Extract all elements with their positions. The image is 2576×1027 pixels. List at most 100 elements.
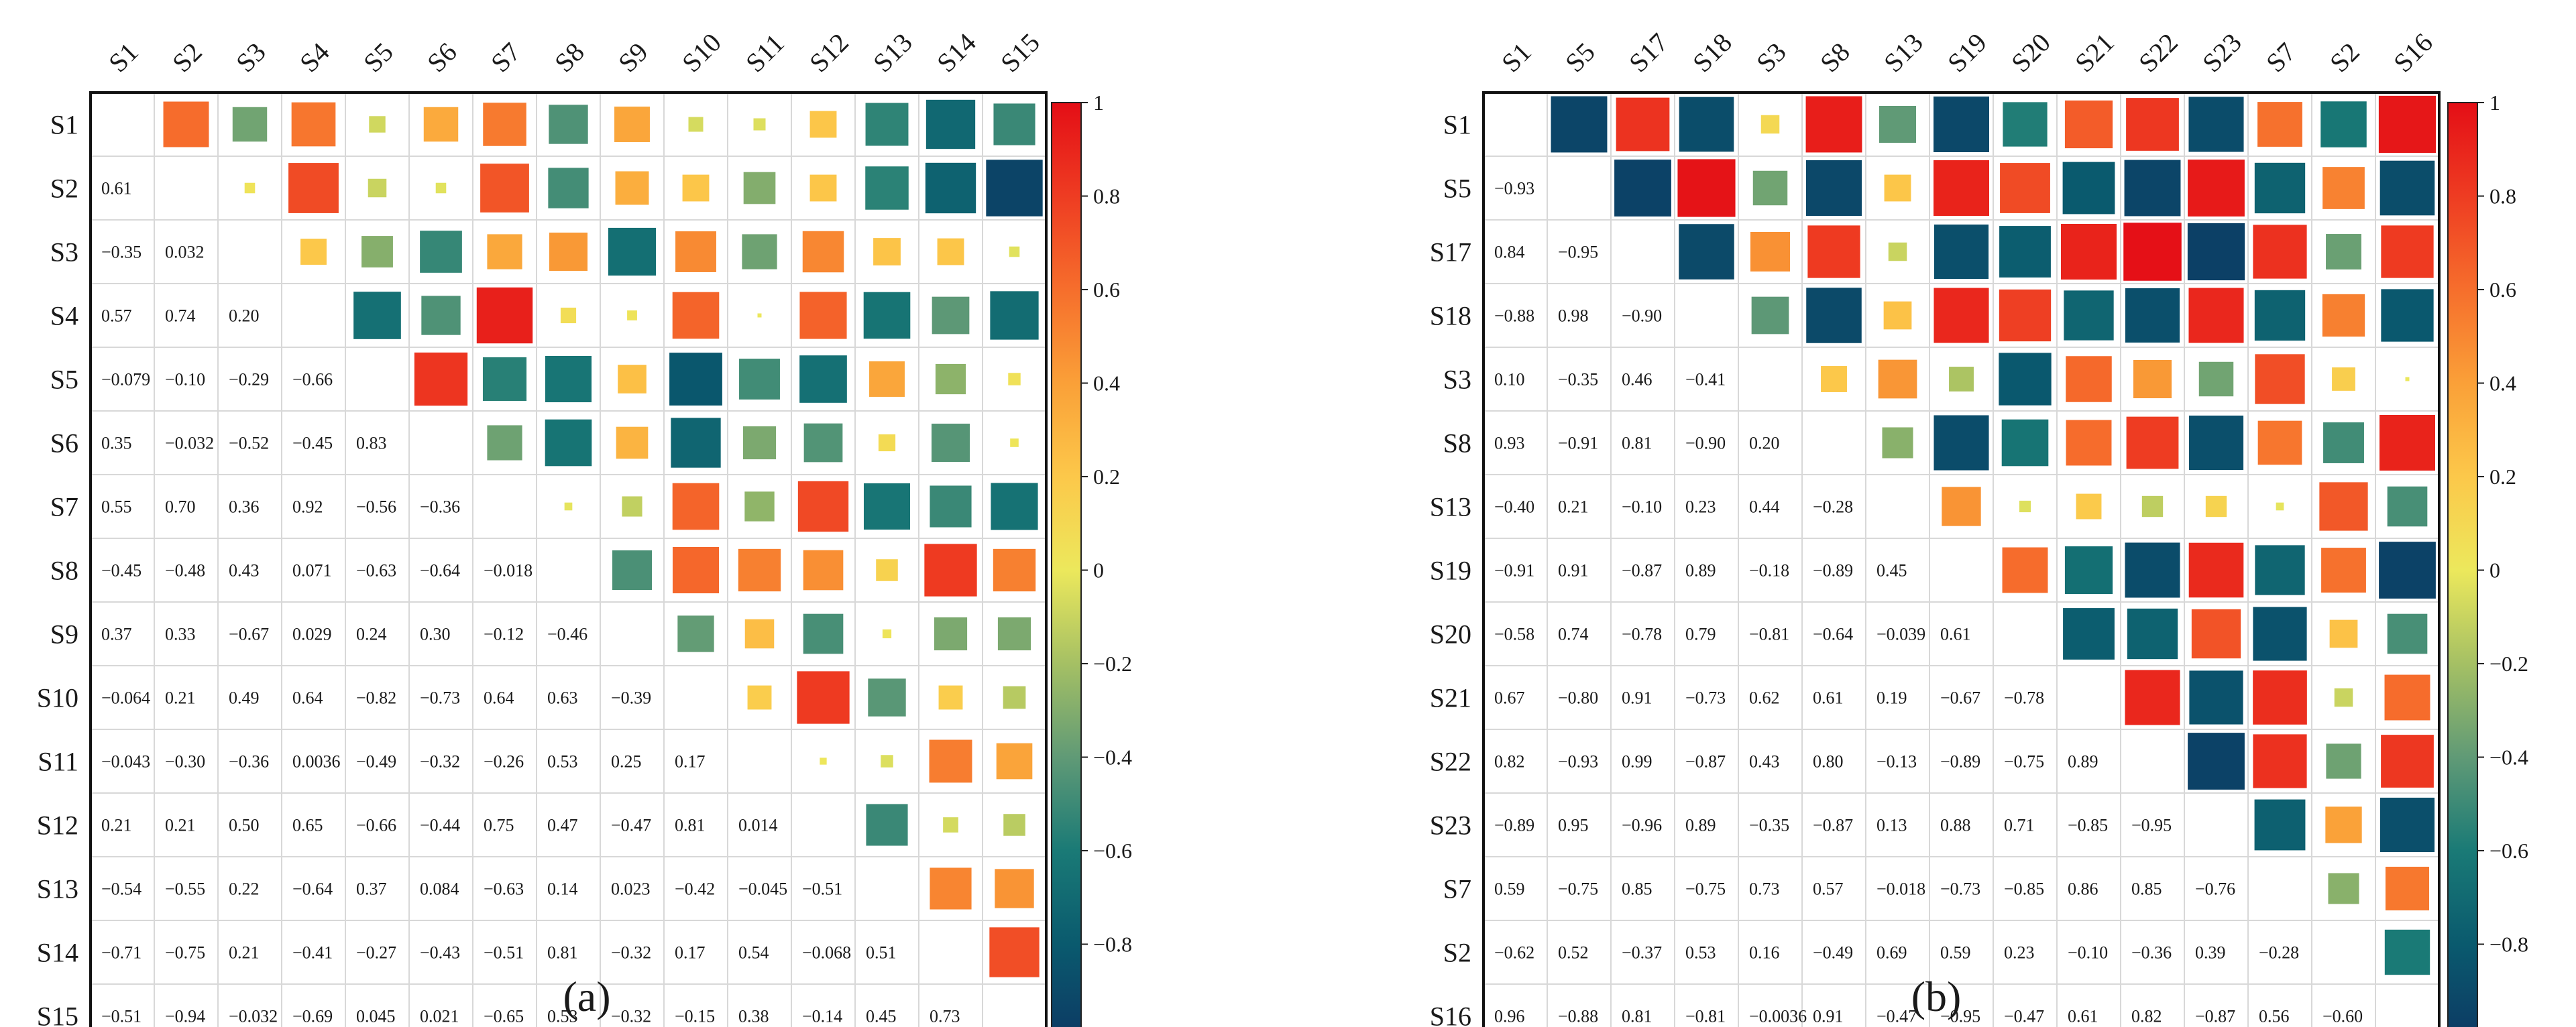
corr-square [414, 352, 468, 406]
corr-square [560, 307, 577, 324]
corr-square [2188, 288, 2244, 343]
corr-value-label: −0.27 [356, 943, 396, 963]
corr-value-label: −0.63 [484, 880, 524, 899]
corr-square [300, 239, 327, 265]
corr-square [2125, 288, 2180, 343]
corr-value-label: −0.41 [292, 943, 333, 963]
colorbar-tick-label: 0 [2489, 558, 2500, 583]
row-label: S22 [1430, 747, 1471, 777]
corr-value-label: −0.26 [484, 752, 524, 772]
corr-square [232, 107, 268, 142]
row-label: S13 [37, 874, 78, 904]
corr-square [995, 869, 1034, 908]
colorbar-tick-label: 0.6 [2489, 278, 2516, 302]
corr-square [1751, 296, 1789, 335]
corr-square [1934, 97, 1989, 152]
corr-value-label: 0.61 [1813, 688, 1844, 708]
corr-value-label: −0.10 [1622, 497, 1662, 517]
corr-square [672, 292, 720, 339]
corr-square [990, 291, 1039, 340]
corr-value-label: 0.56 [2259, 1007, 2290, 1026]
corr-square [2322, 294, 2365, 337]
corr-value-label: −0.15 [675, 1007, 715, 1026]
corr-value-label: 0.80 [1813, 752, 1844, 772]
corr-square [2328, 873, 2359, 904]
corr-value-label: 0.23 [2004, 943, 2035, 963]
corr-square [863, 483, 911, 530]
corr-value-label: −0.87 [1622, 561, 1662, 581]
corr-value-label: −0.95 [1940, 1007, 1980, 1026]
corr-square [2253, 225, 2307, 279]
corr-square [1878, 359, 1917, 399]
corr-square [1821, 366, 1847, 392]
corr-value-label: 0.21 [165, 816, 196, 835]
corr-square [2188, 97, 2244, 152]
corr-square [2188, 415, 2244, 471]
corr-value-label: 0.89 [1685, 561, 1716, 581]
corr-value-label: −0.068 [802, 943, 851, 963]
corr-value-label: −0.28 [1813, 497, 1853, 517]
corr-square [421, 296, 461, 335]
colorbar-tick-label: 1 [2489, 90, 2500, 115]
corr-value-label: 0.91 [1622, 688, 1653, 708]
corr-square [863, 292, 911, 339]
corr-square [677, 615, 714, 652]
column-label: S1 [103, 37, 144, 78]
corr-square [549, 105, 588, 144]
corr-square [2125, 670, 2180, 725]
column-label: S10 [676, 27, 727, 78]
corr-square [2002, 547, 2048, 593]
row-label: S7 [50, 492, 78, 522]
corr-value-label: −0.032 [165, 434, 214, 453]
corr-square [934, 617, 968, 651]
corr-value-label: −0.36 [229, 752, 269, 772]
corr-value-label: 0.89 [2068, 752, 2098, 772]
corr-value-label: −0.32 [611, 943, 651, 963]
corr-value-label: 0.61 [1940, 625, 1971, 644]
corr-value-label: 0.21 [101, 816, 132, 835]
corr-square [1009, 246, 1020, 257]
corr-square [2066, 356, 2112, 402]
corr-value-label: 0.65 [292, 816, 323, 835]
corr-value-label: −0.73 [420, 688, 460, 708]
heatmap-frame [89, 91, 1048, 1027]
corr-square [986, 160, 1043, 217]
corr-square [2123, 223, 2182, 281]
corr-square [2126, 98, 2179, 151]
corr-square [1614, 160, 1671, 217]
corr-square [803, 550, 844, 591]
corr-value-label: 0.63 [547, 688, 578, 708]
corr-value-label: 0.67 [1494, 688, 1525, 708]
panel-label: (a) [563, 973, 610, 1020]
row-label: S2 [1443, 938, 1471, 968]
corr-value-label: 0.44 [1749, 497, 1780, 517]
corr-value-label: −0.89 [1494, 816, 1534, 835]
corr-value-label: 0.14 [547, 880, 578, 899]
corr-value-label: −0.65 [484, 1007, 524, 1026]
corr-square [742, 426, 777, 460]
corr-square [2141, 495, 2164, 518]
corr-value-label: −0.10 [2068, 943, 2108, 963]
corr-square [2066, 420, 2112, 466]
corr-value-label: −0.78 [1622, 625, 1662, 644]
corr-value-label: −0.47 [611, 816, 651, 835]
corr-value-label: −0.88 [1558, 1007, 1598, 1026]
corr-square [882, 629, 892, 639]
corr-value-label: 0.64 [292, 688, 323, 708]
heatmap-panel-b: −0.93 0.84 −0.95 −0.88 0.98 −0.90 0.10 −0.35 0.4… [1430, 27, 2528, 1027]
corr-value-label: 0.0036 [292, 752, 341, 772]
corr-square [1807, 225, 1860, 278]
column-label: S13 [1878, 27, 1929, 78]
colorbar-tick-label: −0.6 [1093, 839, 1132, 863]
corr-square [1999, 353, 2052, 406]
corr-value-label: 0.54 [738, 943, 769, 963]
corr-square [1008, 373, 1021, 385]
colorbar-tick-label: 0.8 [1093, 184, 1120, 208]
corr-square [1934, 160, 1989, 216]
corr-value-label: −0.045 [738, 880, 787, 899]
row-label: S12 [37, 810, 78, 841]
corr-square [2325, 806, 2362, 843]
corr-square [929, 739, 972, 783]
corr-square [2064, 100, 2113, 149]
row-label: S8 [1443, 428, 1471, 459]
